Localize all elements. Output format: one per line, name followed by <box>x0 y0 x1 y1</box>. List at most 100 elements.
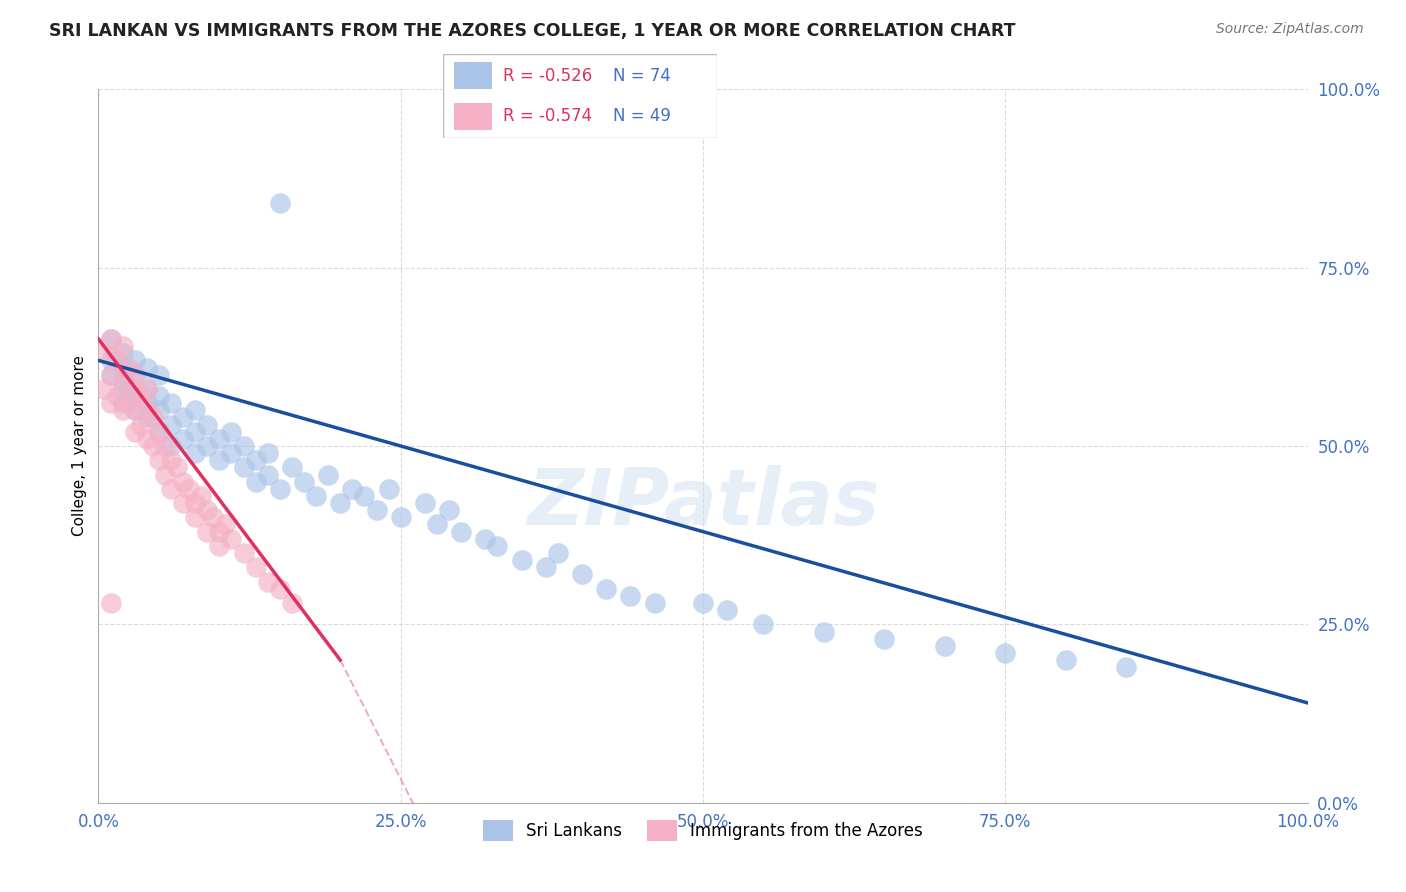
Point <box>172 496 194 510</box>
Point <box>179 482 201 496</box>
Point <box>129 417 152 432</box>
Point <box>934 639 956 653</box>
Point <box>534 560 557 574</box>
Point <box>111 382 134 396</box>
Point <box>153 439 176 453</box>
Point <box>269 582 291 596</box>
Point <box>100 596 122 610</box>
Point <box>184 403 207 417</box>
Point <box>232 546 254 560</box>
Point <box>389 510 412 524</box>
Point <box>124 403 146 417</box>
Point <box>100 368 122 382</box>
Point <box>510 553 533 567</box>
Point <box>716 603 738 617</box>
Point <box>142 410 165 425</box>
Bar <box>454 62 492 89</box>
Point <box>232 460 254 475</box>
Text: N = 49: N = 49 <box>613 107 671 125</box>
Point <box>142 439 165 453</box>
Point <box>184 425 207 439</box>
Point <box>166 460 188 475</box>
Point <box>329 496 352 510</box>
Point <box>305 489 328 503</box>
Point <box>111 375 134 389</box>
Point <box>105 389 128 403</box>
Point <box>256 467 278 482</box>
Point <box>135 410 157 425</box>
Point <box>221 532 243 546</box>
Point <box>153 467 176 482</box>
Point <box>111 346 134 360</box>
Point <box>269 482 291 496</box>
Point <box>190 489 212 503</box>
Point <box>571 567 593 582</box>
Point <box>135 396 157 410</box>
Point <box>232 439 254 453</box>
Point <box>93 346 115 360</box>
Point <box>111 396 134 410</box>
Point <box>208 432 231 446</box>
Point <box>184 510 207 524</box>
Point <box>195 417 218 432</box>
Point <box>619 589 641 603</box>
Point <box>111 403 134 417</box>
Point <box>135 360 157 375</box>
Point <box>124 389 146 403</box>
Point <box>366 503 388 517</box>
Point <box>595 582 617 596</box>
Point <box>450 524 472 539</box>
Point <box>1054 653 1077 667</box>
Point <box>426 517 449 532</box>
Point <box>172 475 194 489</box>
Point <box>221 446 243 460</box>
Point <box>208 539 231 553</box>
Point <box>873 632 896 646</box>
Point <box>135 382 157 396</box>
Point <box>124 403 146 417</box>
Point <box>160 417 183 432</box>
Point <box>184 446 207 460</box>
Point <box>1115 660 1137 674</box>
Point <box>256 446 278 460</box>
Point <box>292 475 315 489</box>
Point <box>547 546 569 560</box>
Point <box>316 467 339 482</box>
Text: N = 74: N = 74 <box>613 67 671 85</box>
Point <box>208 524 231 539</box>
Point <box>353 489 375 503</box>
Point <box>148 453 170 467</box>
Point <box>437 503 460 517</box>
Point <box>105 353 128 368</box>
Point <box>148 425 170 439</box>
Point <box>172 410 194 425</box>
Point <box>486 539 509 553</box>
Point <box>208 453 231 467</box>
Bar <box>454 103 492 130</box>
Point <box>118 396 141 410</box>
Point <box>281 460 304 475</box>
Point <box>124 353 146 368</box>
Point <box>135 432 157 446</box>
Text: SRI LANKAN VS IMMIGRANTS FROM THE AZORES COLLEGE, 1 YEAR OR MORE CORRELATION CHA: SRI LANKAN VS IMMIGRANTS FROM THE AZORES… <box>49 22 1015 40</box>
Point <box>160 396 183 410</box>
Point <box>474 532 496 546</box>
Point <box>93 382 115 396</box>
Point <box>813 624 835 639</box>
Point <box>221 425 243 439</box>
Point <box>214 517 236 532</box>
Point <box>195 524 218 539</box>
Text: Source: ZipAtlas.com: Source: ZipAtlas.com <box>1216 22 1364 37</box>
Point <box>245 453 267 467</box>
Point <box>118 360 141 375</box>
Point <box>269 196 291 211</box>
Text: ZIPatlas: ZIPatlas <box>527 465 879 541</box>
Point <box>202 510 225 524</box>
Point <box>148 389 170 403</box>
Point <box>184 496 207 510</box>
Point <box>124 368 146 382</box>
Point <box>135 403 157 417</box>
Point <box>135 382 157 396</box>
Point <box>195 503 218 517</box>
Point <box>752 617 775 632</box>
